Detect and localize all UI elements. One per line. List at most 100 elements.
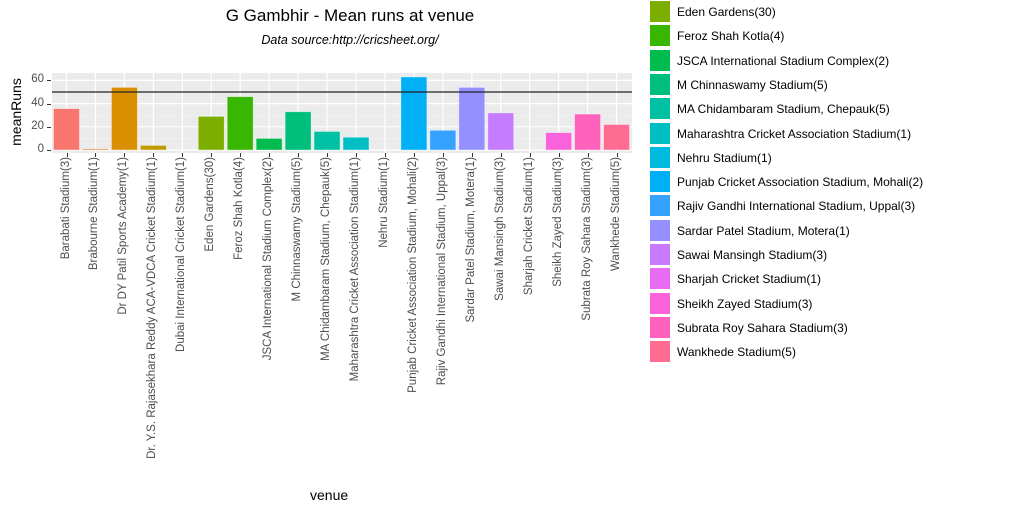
- legend-color-swatch: [649, 170, 671, 194]
- x-tick-label: Sawai Mansingh Stadium(3): [493, 157, 506, 301]
- legend-color-swatch: [649, 267, 671, 291]
- legend-label: Eden Gardens(30): [677, 5, 776, 19]
- bar: [82, 148, 109, 151]
- legend-item: MA Chidambaram Stadium, Chepauk(5): [649, 97, 1009, 121]
- legend-label: Sheikh Zayed Stadium(3): [677, 296, 813, 311]
- x-tick-mark: [66, 153, 68, 157]
- bar: [574, 113, 601, 151]
- x-tick-label: Feroz Shah Kotla(4): [233, 157, 246, 260]
- x-tick-label: Sharjah Cricket Stadium(1): [522, 157, 535, 296]
- chart-subtitle: Data source:http://cricsheet.org/: [261, 33, 439, 47]
- legend-color-swatch: [649, 315, 671, 339]
- bar: [255, 138, 283, 151]
- x-tick-mark: [240, 153, 242, 157]
- bar: [400, 76, 428, 151]
- legend-item: Subrata Roy Sahara Stadium(3): [649, 315, 1009, 340]
- chart-title: G Gambhir - Mean runs at venue: [225, 6, 475, 25]
- plot-panel: [52, 73, 632, 153]
- bar: [111, 86, 138, 151]
- x-tick-label: Subrata Roy Sahara Stadium(3): [580, 157, 593, 321]
- legend-item: Sharjah Cricket Stadium(1): [649, 267, 1009, 291]
- y-tick-mark: [47, 150, 51, 151]
- legend-item: Sawai Mansingh Stadium(3): [649, 243, 1009, 267]
- legend-color-swatch: [649, 97, 671, 121]
- legend-item: Maharashtra Cricket Association Stadium(…: [649, 121, 1009, 146]
- x-tick-mark: [384, 153, 386, 157]
- y-tick-label: 0: [37, 143, 44, 155]
- x-tick-mark: [558, 153, 560, 157]
- x-tick-mark: [153, 153, 155, 157]
- x-tick-mark: [182, 153, 184, 157]
- legend-label: JSCA International Stadium Complex(2): [677, 53, 890, 68]
- legend-item: Punjab Cricket Association Stadium, Moha…: [649, 170, 1009, 194]
- legend-color-swatch: [649, 194, 671, 218]
- x-tick-mark: [500, 153, 502, 157]
- bar: [545, 132, 573, 151]
- y-tick-mark: [47, 126, 51, 128]
- legend-label: Subrata Roy Sahara Stadium(3): [677, 320, 848, 335]
- bar: [429, 129, 457, 151]
- legend-item: Eden Gardens(30): [649, 0, 1009, 24]
- y-axis-label: meanRuns: [8, 78, 24, 146]
- y-tick-label: 40: [31, 96, 44, 109]
- x-tick-label: MA Chidambaram Stadium, Chepauk(5): [320, 157, 333, 361]
- x-tick-label: Punjab Cricket Association Stadium, Moha…: [406, 157, 419, 393]
- x-tick-mark: [587, 153, 589, 157]
- x-tick-label: Dr. Y.S. Rajasekhara Reddy ACA-VDCA Cric…: [146, 157, 159, 459]
- x-tick-label: Barabati Stadium(3): [59, 157, 72, 260]
- legend-label: Wankhede Stadium(5): [677, 345, 796, 360]
- x-tick-mark: [616, 153, 618, 157]
- legend-label: Maharashtra Cricket Association Stadium(…: [677, 126, 912, 141]
- x-tick-label: Brabourne Stadium(1): [88, 157, 101, 271]
- bar: [53, 108, 80, 151]
- legend-item: Sheikh Zayed Stadium(3): [649, 291, 1009, 316]
- x-tick-label: Sardar Patel Stadium, Motera(1): [464, 157, 477, 323]
- x-tick-mark: [529, 153, 531, 157]
- legend-color-swatch: [649, 340, 671, 364]
- bar: [139, 144, 167, 151]
- legend-label: Sardar Patel Stadium, Motera(1): [677, 223, 850, 238]
- x-tick-label: Maharashtra Cricket Association Stadium(…: [349, 157, 361, 382]
- legend-color-swatch: [649, 291, 671, 315]
- x-tick-label: Eden Gardens(30): [204, 157, 217, 252]
- legend-color-swatch: [649, 218, 671, 242]
- y-tick-mark: [47, 103, 51, 105]
- bar: [313, 131, 341, 151]
- x-tick-mark: [211, 153, 213, 157]
- x-tick-mark: [269, 153, 271, 157]
- x-tick-label: Dubai International Cricket Stadium(1): [175, 157, 188, 352]
- legend-item: Nehru Stadium(1): [649, 145, 1009, 170]
- x-tick-label: M Chinnaswamy Stadium(5): [291, 157, 304, 302]
- bar: [197, 115, 225, 151]
- legend-color-swatch: [649, 243, 671, 266]
- legend-color-swatch: [649, 145, 671, 169]
- legend-label: Nehru Stadium(1): [677, 150, 772, 165]
- legend-color-swatch: [649, 72, 671, 96]
- legend-item: Rajiv Gandhi International Stadium, Uppa…: [649, 194, 1009, 218]
- x-tick-mark: [471, 153, 473, 157]
- x-tick-mark: [356, 153, 357, 157]
- legend-color-swatch: [649, 48, 671, 72]
- bar: [603, 124, 630, 151]
- x-tick-label: Wankhede Stadium(5): [609, 157, 622, 271]
- legend-label: Feroz Shah Kotla(4): [677, 29, 785, 44]
- x-tick-mark: [442, 153, 444, 157]
- legend-label: Rajiv Gandhi International Stadium, Uppa…: [677, 199, 916, 214]
- x-tick-mark: [124, 153, 126, 157]
- legend-label: MA Chidambaram Stadium, Chepauk(5): [677, 102, 890, 117]
- legend-label: Punjab Cricket Association Stadium, Moha…: [677, 175, 924, 190]
- legend-label: M Chinnaswamy Stadium(5): [677, 77, 828, 92]
- x-tick-label: JSCA International Stadium Complex(2): [262, 157, 275, 361]
- legend-item: Sardar Patel Stadium, Motera(1): [649, 218, 1009, 243]
- y-tick-label: 20: [31, 119, 44, 132]
- x-tick-mark: [298, 153, 300, 157]
- bar: [487, 112, 515, 151]
- x-tick-mark: [95, 153, 97, 157]
- x-tick-label: Dr DY Patil Sports Academy(1): [117, 157, 130, 315]
- x-axis-label: venue: [310, 487, 349, 503]
- bar-plot: [52, 73, 632, 153]
- legend-item: JSCA International Stadium Complex(2): [649, 48, 1009, 73]
- x-tick-label: Sheikh Zayed Stadium(3): [551, 157, 564, 287]
- x-tick-label: Nehru Stadium(1): [377, 157, 390, 248]
- x-tick-mark: [413, 153, 415, 157]
